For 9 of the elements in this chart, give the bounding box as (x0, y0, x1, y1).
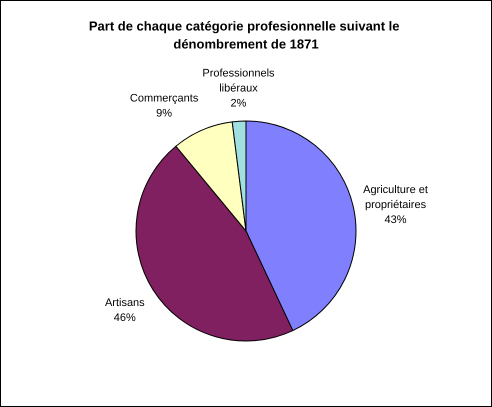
chart-title: Part de chaque catégorie profesionnelle suivant le dénombrement de 1871 (88, 18, 404, 52)
data-label: 43% (384, 214, 407, 226)
slice-label: Commerçants (130, 92, 199, 104)
slice-label: Artisans (104, 296, 146, 309)
slice-label: Agriculture et propriétaires (363, 184, 428, 211)
data-label: 9% (156, 107, 172, 120)
slice-label: Professionnels libéraux (202, 68, 276, 95)
data-label: 2% (230, 98, 247, 110)
data-label: 46% (114, 312, 136, 324)
